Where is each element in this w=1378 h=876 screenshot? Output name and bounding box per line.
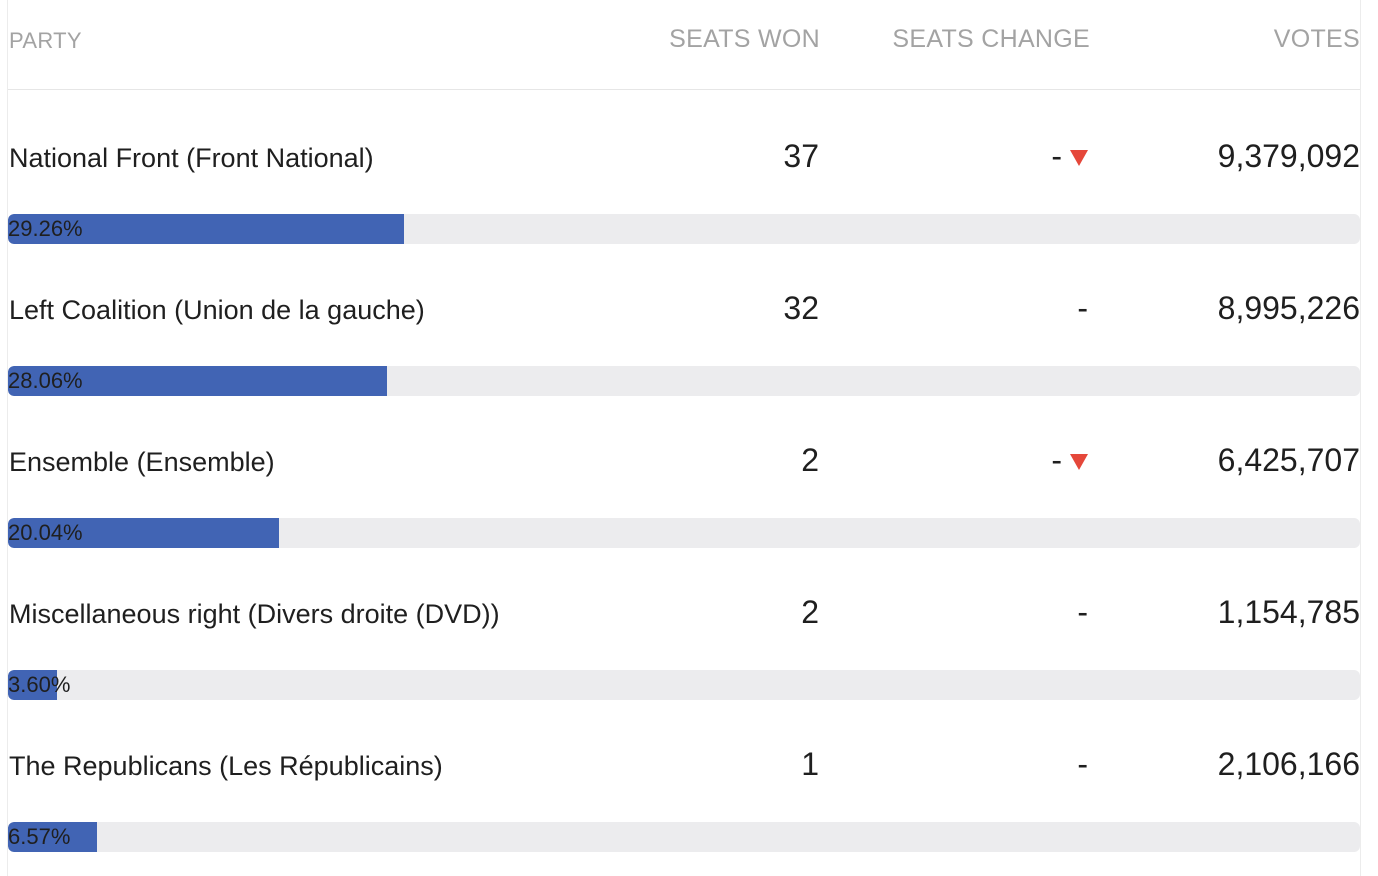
party-name: Ensemble (Ensemble): [9, 447, 275, 477]
column-header-party[interactable]: PARTY: [9, 28, 82, 53]
table-row: Left Coalition (Union de la gauche) 32 -…: [8, 242, 1360, 396]
table-row: Miscellaneous right (Divers droite (DVD)…: [8, 546, 1360, 700]
seats-change-value: -: [1077, 290, 1088, 326]
results-table-frame: [7, 0, 1361, 876]
down-arrow-icon: [1070, 454, 1088, 470]
seats-won-value: 2: [801, 594, 819, 630]
seats-change-value: -: [1077, 594, 1088, 630]
votes-value: 1,154,785: [1217, 594, 1360, 630]
results-table-body: National Front (Front National) 37 - 9,3…: [8, 90, 1360, 852]
vote-share-label: 3.60%: [8, 672, 71, 697]
seats-change-value: -: [1077, 746, 1088, 782]
column-header-seats-change[interactable]: SEATS CHANGE: [892, 25, 1090, 53]
vote-share-label: 28.06%: [8, 368, 83, 393]
down-arrow-icon: [1070, 150, 1088, 166]
vote-share-label: 6.57%: [8, 824, 71, 849]
seats-change-cell: -: [1077, 746, 1088, 782]
vote-share-bar: 29.26%: [8, 214, 1360, 244]
vote-share-bar: 20.04%: [8, 518, 1360, 548]
vote-share-fill: [8, 214, 404, 244]
vote-share-bar: 6.57%: [8, 822, 1360, 852]
table-header: PARTY SEATS WON SEATS CHANGE VOTES: [8, 0, 1360, 90]
vote-share-bar: 3.60%: [8, 670, 1360, 700]
vote-share-fill: [8, 670, 57, 700]
party-name: National Front (Front National): [9, 143, 374, 173]
table-row: The Republicans (Les Républicains) 1 - 2…: [8, 698, 1360, 852]
seats-change-cell: -: [1051, 138, 1088, 174]
seats-won-value: 32: [783, 290, 819, 326]
vote-share-bar: 28.06%: [8, 366, 1360, 396]
party-name: The Republicans (Les Républicains): [9, 751, 443, 781]
table-row: Ensemble (Ensemble) 2 - 6,425,707 20.04%: [8, 394, 1360, 548]
votes-value: 6,425,707: [1217, 442, 1360, 478]
table-row: National Front (Front National) 37 - 9,3…: [8, 90, 1360, 244]
vote-share-label: 20.04%: [8, 520, 83, 545]
vote-share-fill: [8, 822, 97, 852]
seats-change-value: -: [1051, 138, 1062, 174]
seats-change-cell: -: [1077, 594, 1088, 630]
vote-share-fill: [8, 366, 388, 396]
column-header-seats-won[interactable]: SEATS WON: [669, 25, 820, 53]
seats-won-value: 1: [801, 746, 819, 782]
votes-value: 2,106,166: [1217, 746, 1360, 782]
seats-change-cell: -: [1077, 290, 1088, 326]
seats-change-value: -: [1051, 442, 1062, 478]
votes-value: 9,379,092: [1217, 138, 1360, 174]
seats-change-cell: -: [1051, 442, 1088, 478]
votes-value: 8,995,226: [1217, 290, 1360, 326]
party-name: Miscellaneous right (Divers droite (DVD)…: [9, 599, 500, 629]
seats-won-value: 37: [783, 138, 819, 174]
vote-share-fill: [8, 518, 279, 548]
vote-share-label: 29.26%: [8, 216, 83, 241]
party-name: Left Coalition (Union de la gauche): [9, 295, 425, 325]
seats-won-value: 2: [801, 442, 819, 478]
column-header-votes[interactable]: VOTES: [1273, 25, 1360, 53]
